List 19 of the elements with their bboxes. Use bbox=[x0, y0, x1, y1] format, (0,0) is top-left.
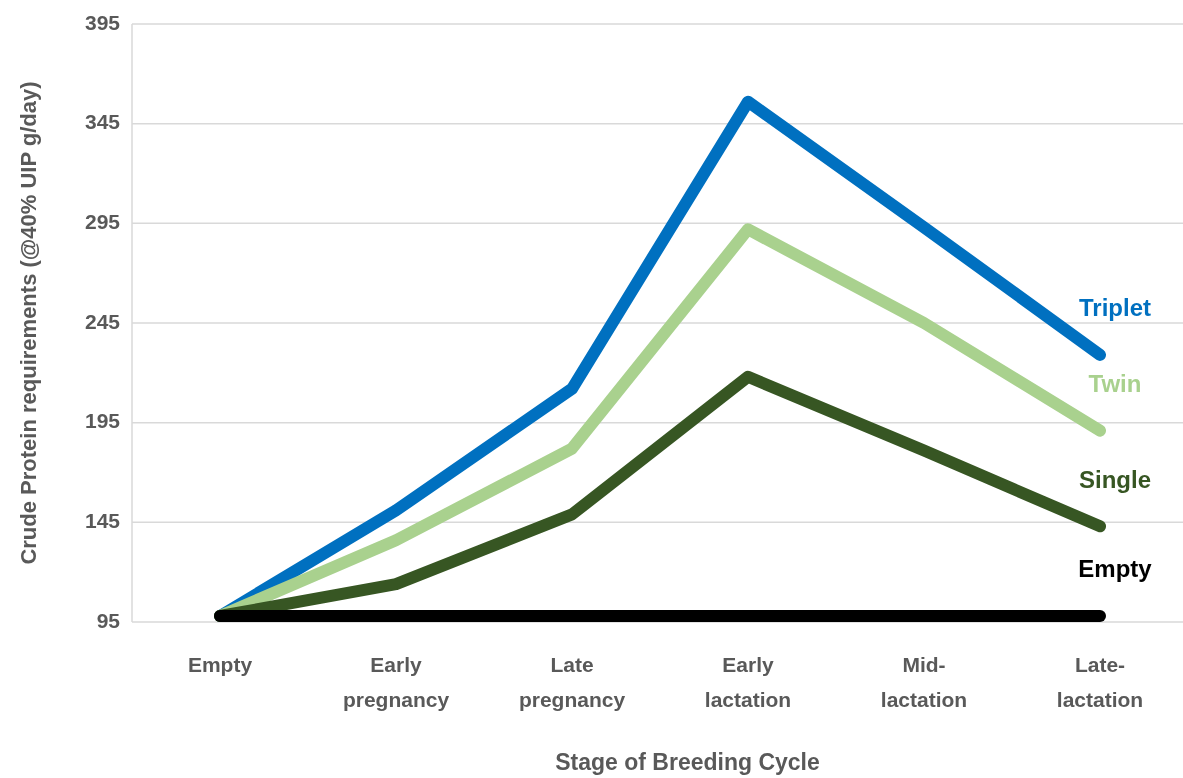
series-label: Single bbox=[1078, 465, 1152, 493]
y-tick-label: 145 bbox=[84, 508, 121, 532]
series-label: Triplet bbox=[1078, 294, 1152, 322]
x-tick-label: Late-lactation bbox=[1056, 653, 1144, 711]
y-tick-label: 245 bbox=[84, 309, 121, 333]
x-tick-label: Late pregnancy bbox=[518, 653, 626, 711]
y-tick-label: 345 bbox=[84, 110, 121, 134]
x-tick-label: Early pregnancy bbox=[342, 653, 450, 711]
y-tick-label: 295 bbox=[84, 209, 121, 233]
x-axis-title: Stage of Breeding Cycle bbox=[555, 749, 820, 775]
series-label: Twin bbox=[1088, 369, 1142, 397]
y-tick-label: 195 bbox=[84, 409, 121, 433]
y-tick-label: 395 bbox=[84, 10, 121, 34]
series-label: Empty bbox=[1078, 555, 1153, 583]
y-tick-label: 95 bbox=[96, 608, 121, 632]
x-tick-label: Early lactation bbox=[704, 653, 792, 711]
y-axis-title: Crude Protein requirements (@40% UIP g/day) bbox=[15, 81, 41, 565]
x-tick-label: Empty bbox=[187, 653, 253, 676]
x-tick-label: Mid-lactation bbox=[880, 653, 968, 711]
